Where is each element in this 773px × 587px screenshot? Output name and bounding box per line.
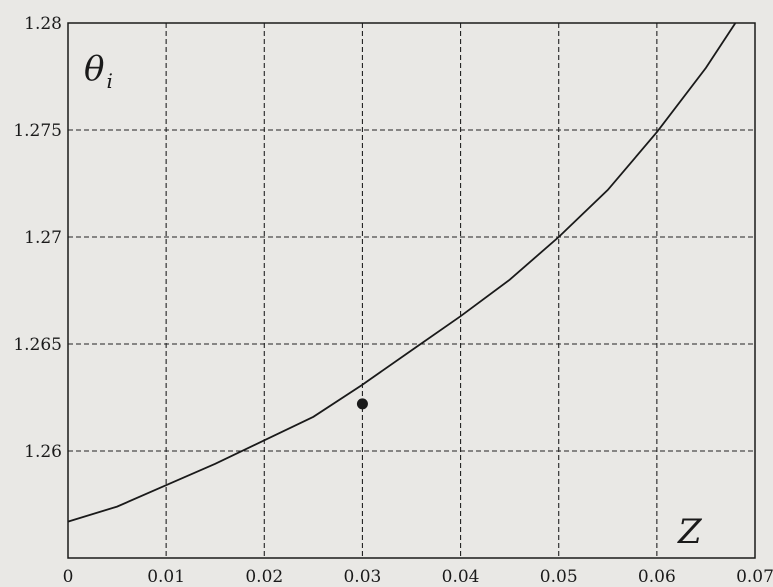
y-axis-subscript: i <box>106 69 112 93</box>
y-tick-label: 1.27 <box>24 228 62 248</box>
highlight-point <box>356 398 368 410</box>
y-tick-label: 1.275 <box>13 121 62 141</box>
x-tick-label: 0.07 <box>736 567 773 587</box>
x-tick-labels: 0 0.01 0.02 0.03 0.04 0.05 0.06 0.07 <box>63 567 773 587</box>
x-axis-label: Z <box>677 512 703 552</box>
x-tick-label: 0.04 <box>442 567 480 587</box>
series-line <box>67 22 737 523</box>
y-axis-symbol: θ <box>84 49 104 89</box>
x-tick-label: 0 <box>63 567 74 587</box>
plot-frame <box>67 22 756 559</box>
x-tick-label: 0.03 <box>343 567 381 587</box>
y-tick-label: 1.265 <box>13 335 62 355</box>
x-tick-label: 0.01 <box>147 567 185 587</box>
y-tick-label: 1.28 <box>24 14 62 34</box>
grid-lines <box>68 23 755 558</box>
x-tick-label: 0.02 <box>245 567 283 587</box>
y-tick-labels: 1.26 1.265 1.27 1.275 1.28 <box>13 14 62 462</box>
y-tick-label: 1.26 <box>24 442 62 462</box>
x-tick-label: 0.06 <box>638 567 676 587</box>
x-tick-label: 0.05 <box>540 567 578 587</box>
